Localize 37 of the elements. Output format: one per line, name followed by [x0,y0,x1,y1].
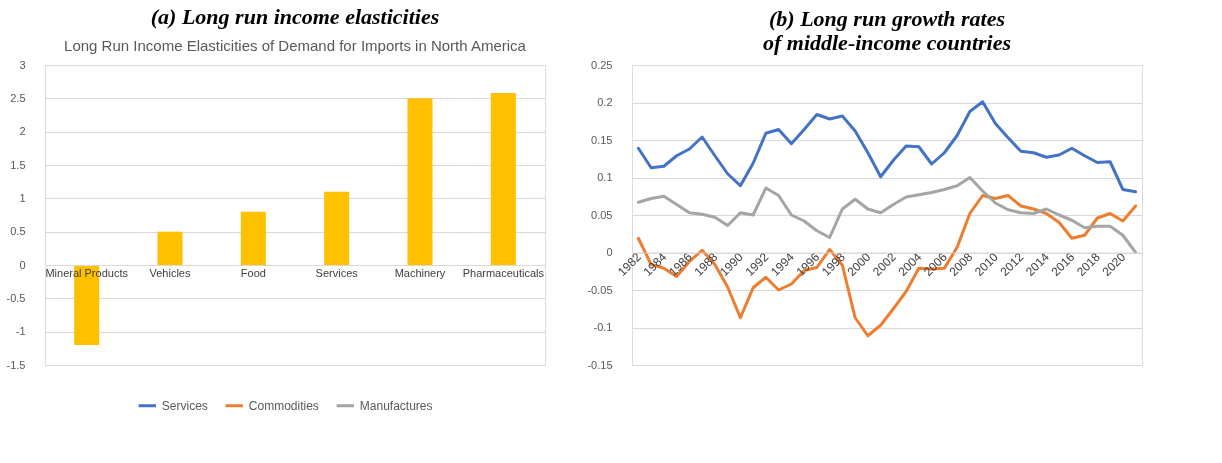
chart-title: (b) Long run growth rates of middle-income countries [762,6,1012,55]
x-tick-label: Food [240,266,266,279]
y-tick-label: 0.05 [591,208,613,221]
y-tick-label: -0.15 [587,358,613,371]
bar [240,211,266,265]
x-tick-label: Vehicles [149,266,191,279]
y-tick-label: 0.15 [591,133,613,146]
y-tick-label: 0 [19,258,26,271]
legend-label: Services [161,398,208,413]
bar [324,191,350,265]
y-tick-label: 1.5 [10,158,26,171]
y-tick-label: 0 [606,246,613,258]
legend-label: Commodities [248,398,319,413]
bar [157,231,183,265]
y-tick-label: -1.5 [6,358,26,371]
y-tick-label: 0.25 [591,58,613,71]
y-tick-label: -0.05 [587,283,613,296]
chart-subtitle: Long Run Income Elasticities of Demand for Imports in North America [64,37,527,54]
x-tick-label: Machinery [394,266,446,279]
bar [490,93,516,265]
legend-label: Manufactures [359,398,433,413]
x-tick-label: Services [315,266,359,279]
y-tick-label: 2.5 [10,91,26,104]
y-tick-label: 0.5 [10,225,26,238]
y-tick-label: -1 [15,325,26,338]
line-series [636,100,1138,194]
y-tick-label: 1 [19,191,26,204]
y-tick-label: -0.5 [6,291,26,304]
y-tick-label: 0.2 [597,96,613,108]
y-tick-label: 2 [19,125,26,138]
line-series [636,176,1138,254]
x-tick-label: Pharmaceuticals [462,266,545,279]
bar [407,98,433,265]
y-tick-label: 0.1 [597,171,613,183]
chart-title: (a) Long run income elasticities [150,4,440,29]
y-tick-label: -0.1 [593,321,613,333]
y-tick-label: 3 [19,58,26,71]
